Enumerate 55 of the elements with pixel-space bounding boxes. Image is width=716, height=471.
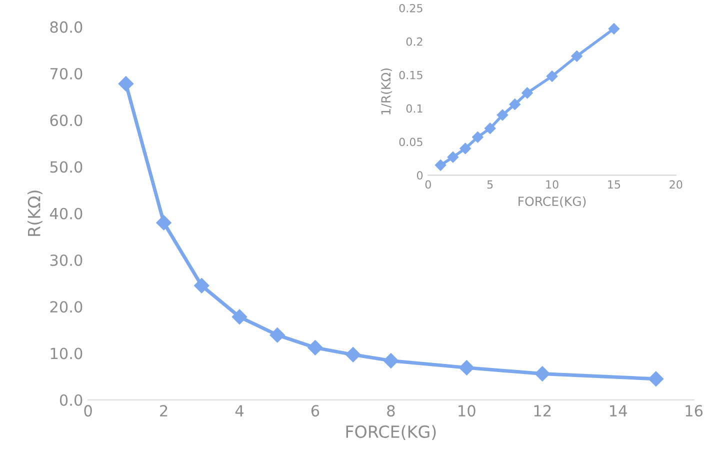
x-tick-label: 0 [84, 405, 92, 417]
x-tick-label: 10 [458, 405, 476, 417]
point [232, 309, 248, 324]
x-axis-title: FORCE(KG) [518, 196, 586, 208]
x-tick-label: 8 [387, 405, 395, 417]
x-tick-label: 20 [670, 180, 682, 189]
x-tick-label: 10 [546, 180, 558, 189]
x-tick-label: 0 [425, 180, 431, 189]
x-tick-label: 6 [311, 405, 320, 417]
y-tick-label: 60.0 [50, 114, 82, 126]
y-tick-label: 0.0 [60, 394, 82, 406]
y-tick-label: 0 [416, 171, 423, 180]
x-tick-label: 15 [608, 180, 620, 189]
point [608, 23, 620, 34]
y-tick-label: 0.05 [399, 138, 422, 146]
point [571, 50, 582, 62]
y-tick-label: 0.2 [406, 37, 422, 46]
y-axis-title: R(KΩ) [28, 190, 42, 236]
point [546, 70, 558, 82]
y-tick-label: 10.0 [50, 348, 82, 360]
y-tick-label: 0.25 [399, 4, 422, 12]
point [648, 371, 664, 386]
point [118, 76, 134, 92]
point [308, 340, 323, 356]
y-tick-label: 50.0 [50, 161, 82, 173]
point [509, 98, 520, 110]
point [270, 327, 285, 343]
y-tick-label: 30.0 [50, 254, 82, 266]
y-tick-label: 0.1 [406, 104, 422, 113]
y-tick-label: 0.15 [399, 70, 422, 80]
point [434, 160, 446, 171]
point [472, 131, 484, 143]
point [156, 215, 172, 230]
x-tick-label: 14 [610, 405, 627, 416]
x-tick-label: 16 [686, 405, 703, 417]
y-tick-label: 20.0 [50, 301, 82, 313]
y-axis-title: 1/R(KΩ) [380, 68, 392, 114]
point [194, 278, 210, 294]
x-tick-label: 5 [487, 180, 493, 189]
y-tick-label: 80.0 [50, 21, 82, 33]
point [460, 142, 471, 154]
point [534, 366, 550, 382]
y-tick-label: 40.0 [50, 208, 82, 220]
point [496, 109, 508, 121]
x-tick-label: 12 [534, 405, 551, 416]
point [383, 353, 399, 368]
point [346, 347, 361, 362]
point [459, 360, 474, 376]
point [447, 152, 459, 163]
y-tick-label: 70.0 [50, 68, 82, 80]
x-axis-title: FORCE(KG) [346, 425, 436, 440]
x-tick-label: 2 [160, 405, 168, 416]
point [522, 87, 533, 99]
x-tick-label: 4 [235, 405, 244, 416]
point [484, 122, 496, 134]
